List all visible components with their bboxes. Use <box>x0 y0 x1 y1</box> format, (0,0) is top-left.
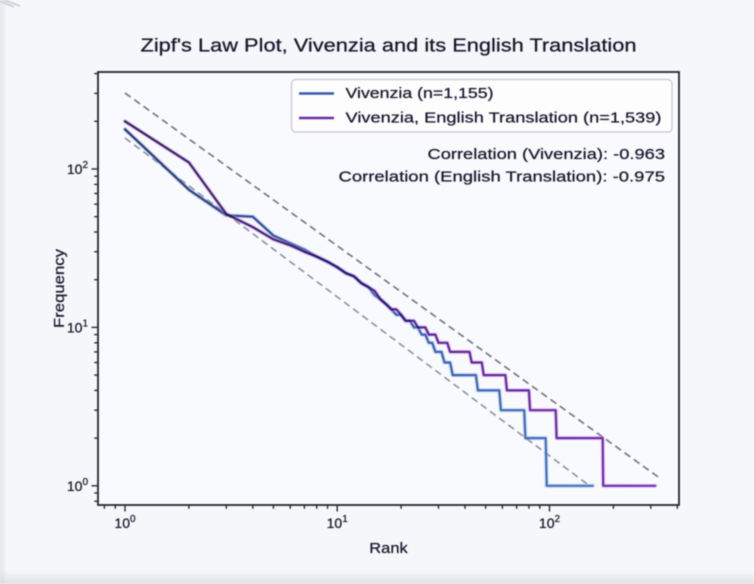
svg-text:Rank: Rank <box>369 541 408 557</box>
svg-text:Correlation (Vivenzia): -0.963: Correlation (Vivenzia): -0.963 <box>428 146 666 163</box>
svg-text:Correlation (English Translati: Correlation (English Translation): -0.97… <box>339 169 666 186</box>
svg-text:Vivenzia (n=1,155): Vivenzia (n=1,155) <box>346 85 494 102</box>
svg-text:Vivenzia, English Translation: Vivenzia, English Translation (n=1,539) <box>346 110 662 127</box>
svg-text:Zipf's Law Plot, Vivenzia and: Zipf's Law Plot, Vivenzia and its Englis… <box>141 36 637 56</box>
svg-text:Frequency: Frequency <box>52 248 68 328</box>
